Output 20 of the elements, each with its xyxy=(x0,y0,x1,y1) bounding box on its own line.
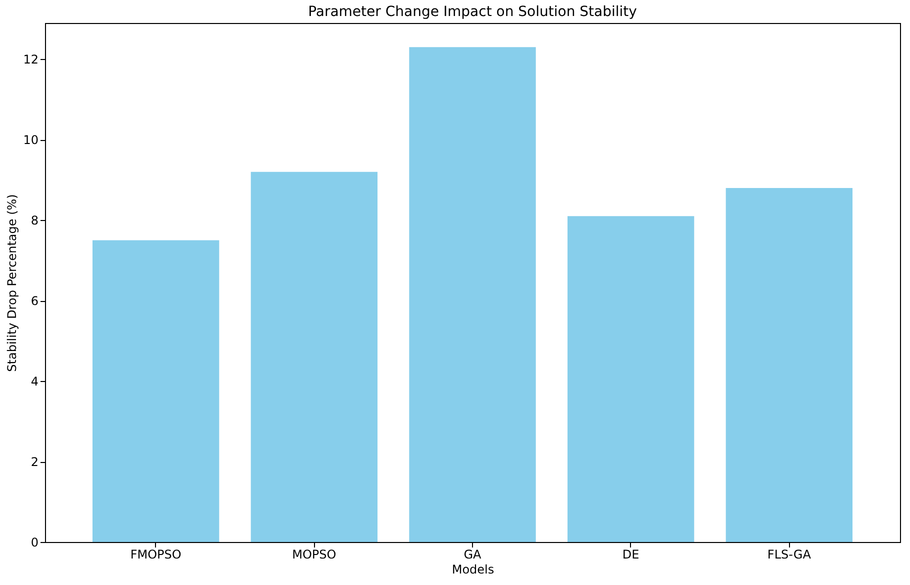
x-tick-label: MOPSO xyxy=(292,548,336,562)
y-tick-label: 0 xyxy=(30,536,38,550)
y-tick-label: 10 xyxy=(23,133,38,148)
bar xyxy=(92,240,220,542)
y-tick-label: 8 xyxy=(30,214,38,228)
y-tick-label: 12 xyxy=(23,52,38,67)
x-tick-label: FMOPSO xyxy=(130,548,182,562)
y-tick-label: 6 xyxy=(30,294,38,308)
chart-title: Parameter Change Impact on Solution Stability xyxy=(308,4,637,20)
x-tick-label: GA xyxy=(464,548,482,562)
y-tick-label: 4 xyxy=(30,374,38,389)
y-tick-label: 2 xyxy=(30,455,38,470)
x-tick-label: FLS-GA xyxy=(767,548,812,562)
x-tick-label: DE xyxy=(622,548,640,562)
x-axis-title: Models xyxy=(452,562,494,576)
y-axis-title: Stability Drop Percentage (%) xyxy=(5,194,20,372)
bar xyxy=(726,188,852,542)
bar xyxy=(568,216,694,542)
bar xyxy=(409,47,536,542)
bar xyxy=(250,172,378,542)
